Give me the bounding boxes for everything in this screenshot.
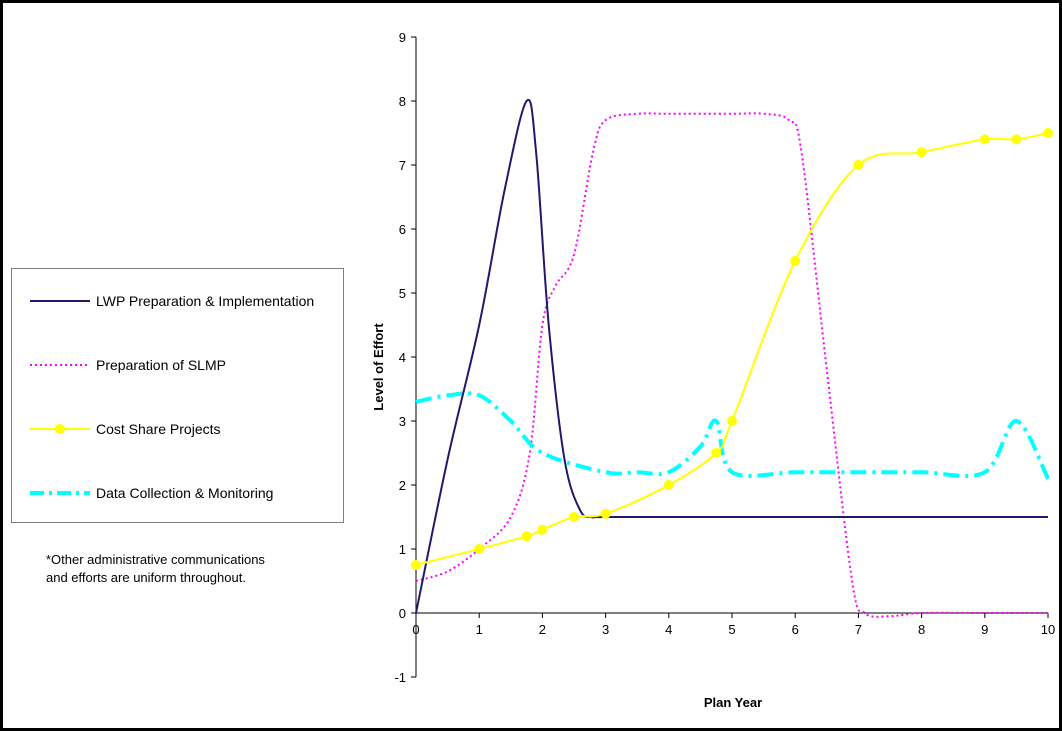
data-point	[1011, 134, 1022, 145]
y-tick: 5	[399, 286, 416, 301]
x-tick: 0	[412, 613, 420, 637]
x-tick: 6	[792, 613, 799, 637]
x-tick-label: 0	[412, 622, 419, 637]
data-point	[663, 480, 674, 490]
y-tick-label: 0	[399, 606, 406, 621]
footnote-line-2: and efforts are uniform throughout.	[46, 570, 246, 585]
footnote: *Other administrative communications and…	[46, 551, 265, 587]
y-tick: -1	[394, 670, 416, 685]
data-point	[569, 512, 579, 522]
x-tick-label: 9	[981, 622, 988, 637]
series-line	[415, 391, 1050, 480]
y-tick: 2	[399, 478, 416, 493]
data-point	[916, 147, 927, 158]
data-point	[521, 531, 532, 542]
y-tick-label: 2	[399, 478, 406, 493]
x-axis-title: Plan Year	[704, 695, 762, 710]
data-point	[711, 448, 722, 458]
series-data-collection-monitoring	[415, 391, 1050, 480]
data-point	[474, 544, 485, 554]
legend-swatch-cost-share	[30, 424, 90, 434]
y-tick: 4	[399, 350, 416, 365]
y-tick-label: 9	[399, 30, 406, 45]
x-tick-label: 1	[476, 622, 483, 637]
legend-item-slmp: Preparation of SLMP	[12, 355, 342, 375]
y-tick: 9	[399, 30, 416, 45]
legend-swatch-lwp	[30, 300, 90, 302]
x-tick-label: 4	[665, 622, 672, 637]
series-layer	[411, 98, 1053, 618]
y-tick-label: 4	[399, 350, 406, 365]
data-point	[853, 160, 864, 170]
x-tick: 3	[602, 613, 609, 637]
y-tick-label: -1	[394, 670, 406, 685]
data-point	[790, 256, 801, 266]
legend-label-data-collection: Data Collection & Monitoring	[96, 485, 274, 501]
legend: LWP Preparation & Implementation Prepara…	[11, 268, 344, 523]
y-tick-label: 6	[399, 222, 406, 237]
y-tick-label: 1	[399, 542, 406, 557]
legend-label-cost-share: Cost Share Projects	[96, 421, 221, 437]
x-tick-label: 2	[539, 622, 546, 637]
legend-item-lwp: LWP Preparation & Implementation	[12, 291, 342, 311]
x-tick-label: 5	[728, 622, 735, 637]
x-tick: 9	[981, 613, 988, 637]
y-tick: 8	[399, 94, 416, 109]
series-line	[415, 132, 1049, 566]
legend-swatch-slmp	[30, 364, 90, 366]
series-line	[415, 98, 1048, 614]
series-cost-share-projects	[411, 128, 1053, 570]
x-tick: 4	[665, 613, 672, 637]
x-axis-ticks: 0 1 2 3 4 5 6 7 8 9 10	[412, 613, 1055, 637]
legend-label-lwp: LWP Preparation & Implementation	[96, 293, 315, 309]
x-tick: 10	[1041, 613, 1055, 637]
y-axis-ticks: -1 0 1 2 3 4 5 6 7 8 9	[394, 30, 416, 685]
y-tick-label: 5	[399, 286, 406, 301]
y-tick-label: 8	[399, 94, 406, 109]
data-point	[727, 416, 737, 426]
x-tick: 8	[918, 613, 925, 637]
y-tick: 7	[399, 158, 416, 173]
data-point	[600, 508, 611, 519]
series-lwp-preparation-implementation	[415, 98, 1048, 614]
x-tick: 1	[476, 613, 483, 637]
data-point	[537, 524, 548, 535]
x-tick: 5	[728, 613, 736, 637]
data-point	[979, 134, 990, 145]
x-tick: 2	[539, 613, 546, 637]
y-tick: 1	[399, 542, 416, 557]
y-tick-label: 3	[399, 414, 406, 429]
y-tick: 3	[399, 414, 416, 429]
legend-label-slmp: Preparation of SLMP	[96, 357, 226, 373]
y-tick: 0	[399, 606, 416, 621]
x-tick-label: 10	[1041, 622, 1055, 637]
x-tick: 7	[855, 613, 862, 637]
y-tick-label: 7	[399, 158, 406, 173]
x-tick-label: 6	[792, 622, 799, 637]
legend-item-cost-share: Cost Share Projects	[12, 419, 342, 439]
data-point	[411, 560, 421, 570]
footnote-line-1: *Other administrative communications	[46, 552, 265, 567]
y-tick: 6	[399, 222, 416, 237]
data-point	[1043, 128, 1053, 138]
y-axis-title: Level of Effort	[371, 323, 386, 411]
x-tick-label: 7	[855, 622, 862, 637]
legend-item-data-collection: Data Collection & Monitoring	[12, 483, 342, 503]
x-tick-label: 8	[918, 622, 925, 637]
legend-swatch-data-collection	[30, 491, 90, 495]
x-tick-label: 3	[602, 622, 609, 637]
